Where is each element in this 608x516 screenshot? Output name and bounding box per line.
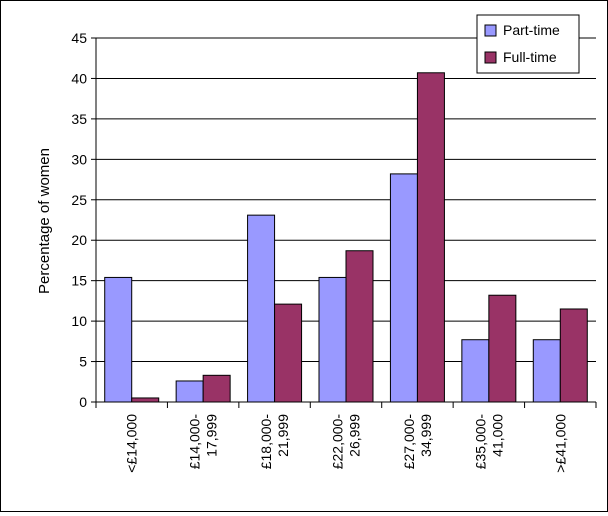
x-tick-label: £14,000-17,999: [187, 414, 220, 470]
bar-part-time: [389, 173, 418, 403]
legend-swatch-part-time: [484, 24, 497, 37]
y-tick-label: 35: [71, 111, 87, 127]
x-tick-label-line: 41,000: [489, 414, 505, 457]
gridlines: [96, 37, 596, 363]
bars: [104, 72, 588, 403]
x-tick-label-line: >£41,000: [552, 414, 568, 473]
y-tick-label: 30: [71, 151, 87, 167]
y-axis-label: Percentage of women: [36, 148, 53, 294]
legend-label-full-time: Full-time: [503, 49, 557, 65]
bar-part-time: [532, 339, 561, 403]
x-tick-label-line: 34,999: [418, 414, 434, 457]
bar-full-time: [345, 250, 374, 403]
bar-part-time: [104, 276, 133, 403]
bar-full-time: [202, 374, 231, 403]
x-tick-label: £22,000-26,999: [330, 414, 363, 470]
y-tick-label: 0: [79, 394, 87, 410]
legend-label-part-time: Part-time: [503, 22, 560, 38]
y-tick-label: 10: [71, 313, 87, 329]
x-tick-label-line: £22,000-: [330, 414, 346, 470]
bar-part-time: [247, 214, 276, 403]
x-tick-label-line: <£14,000: [124, 414, 140, 473]
bar-full-time: [131, 397, 160, 403]
x-tick-label-line: £14,000-: [187, 414, 203, 470]
y-tick-label: 5: [79, 354, 87, 370]
x-tick-label: £35,000-41,000: [472, 414, 505, 470]
x-tick-label: >£41,000: [552, 414, 568, 473]
legend: Part-time Full-time: [476, 14, 580, 74]
x-tick-label: <£14,000: [124, 414, 140, 473]
y-tick-label: 40: [71, 70, 87, 86]
y-tick-label: 25: [71, 192, 87, 208]
x-tick-label-line: 17,999: [204, 414, 220, 457]
x-tick-label-line: £18,000-: [258, 414, 274, 470]
bar-full-time: [488, 294, 517, 403]
y-tick-label: 20: [71, 232, 87, 248]
bar-part-time: [461, 339, 490, 403]
x-tick-label: £18,000-21,999: [258, 414, 291, 470]
x-tick-label-line: £35,000-: [472, 414, 488, 470]
y-tick-label: 15: [71, 273, 87, 289]
x-tick-label-line: 26,999: [347, 414, 363, 457]
bar-full-time: [274, 303, 303, 403]
x-tick-label-line: £27,000-: [401, 414, 417, 470]
x-tick-label: £27,000-34,999: [401, 414, 434, 470]
y-tick-label: 45: [71, 30, 87, 46]
bar-full-time: [559, 308, 588, 403]
legend-swatch-full-time: [484, 51, 497, 64]
bar-part-time: [175, 380, 204, 403]
axes: 0 5 10 15 20 25 30 35 40 45 <£14,000 £14,000-17,999…: [71, 30, 597, 473]
bar-full-time: [416, 72, 445, 403]
bar-part-time: [318, 276, 347, 403]
x-tick-label-line: 21,999: [275, 414, 291, 457]
